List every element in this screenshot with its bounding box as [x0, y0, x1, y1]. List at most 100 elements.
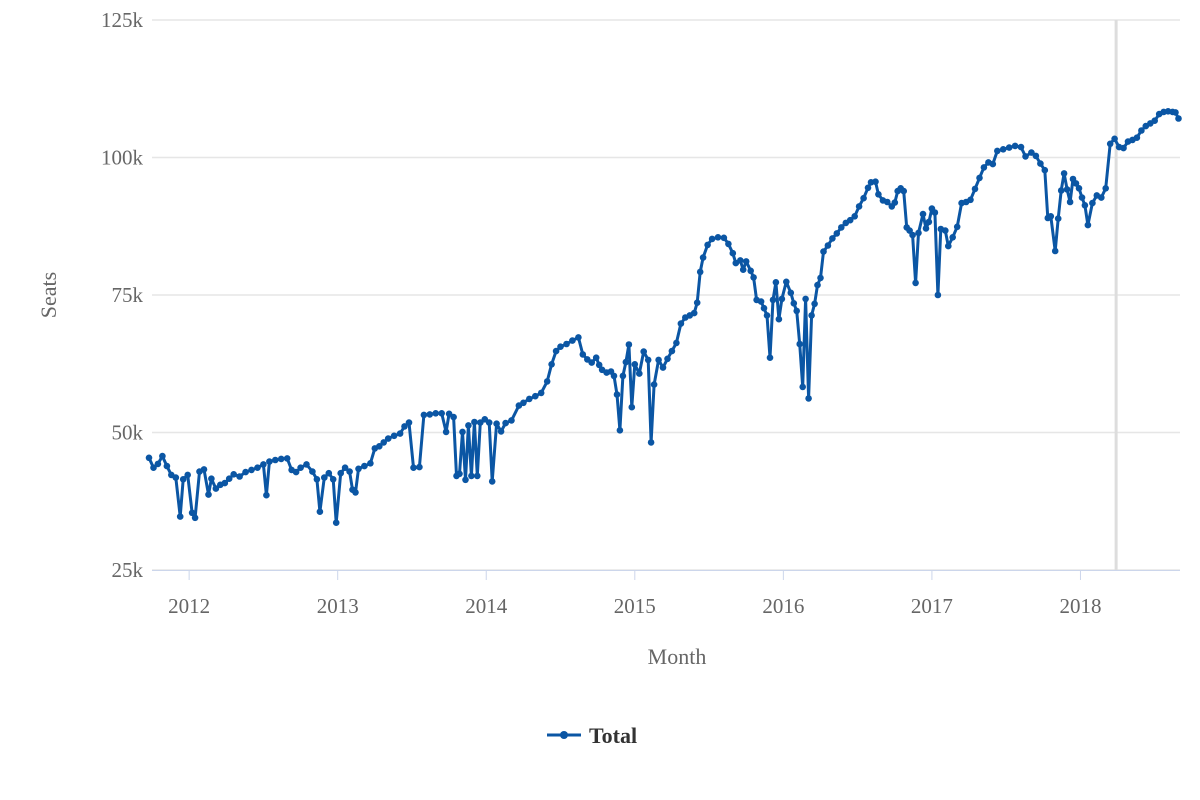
data-point[interactable]: [543, 378, 551, 385]
data-point[interactable]: [352, 489, 359, 496]
data-point[interactable]: [912, 279, 919, 287]
data-point[interactable]: [1120, 144, 1127, 152]
data-point[interactable]: [1017, 143, 1025, 151]
data-point[interactable]: [999, 146, 1007, 153]
data-point[interactable]: [619, 372, 627, 380]
data-point[interactable]: [851, 213, 858, 220]
data-point[interactable]: [376, 443, 383, 450]
data-point[interactable]: [1078, 194, 1086, 201]
data-point[interactable]: [737, 257, 744, 264]
data-point[interactable]: [1138, 127, 1145, 134]
data-point[interactable]: [790, 300, 798, 307]
data-point[interactable]: [802, 295, 809, 303]
data-point[interactable]: [367, 460, 374, 467]
data-point[interactable]: [384, 435, 392, 442]
data-point[interactable]: [283, 455, 291, 462]
data-point[interactable]: [552, 347, 560, 355]
data-point[interactable]: [915, 229, 922, 237]
data-point[interactable]: [416, 463, 423, 471]
data-point[interactable]: [159, 452, 166, 460]
data-point[interactable]: [799, 383, 806, 391]
data-point[interactable]: [778, 295, 786, 303]
data-point[interactable]: [673, 339, 680, 347]
data-point[interactable]: [474, 472, 481, 480]
data-point[interactable]: [248, 466, 255, 474]
data-point[interactable]: [1072, 180, 1080, 187]
data-point[interactable]: [1054, 215, 1062, 222]
data-point[interactable]: [725, 240, 732, 248]
data-point[interactable]: [631, 361, 639, 368]
data-point[interactable]: [341, 464, 349, 472]
data-point[interactable]: [772, 279, 780, 286]
data-point[interactable]: [1011, 142, 1019, 150]
data-point[interactable]: [900, 187, 907, 195]
data-point[interactable]: [953, 223, 961, 231]
data-point[interactable]: [488, 478, 496, 485]
data-point[interactable]: [471, 418, 478, 426]
data-point[interactable]: [699, 254, 707, 261]
data-point[interactable]: [179, 476, 187, 483]
data-point[interactable]: [820, 248, 827, 255]
data-point[interactable]: [628, 403, 636, 411]
data-point[interactable]: [1111, 135, 1118, 143]
data-point[interactable]: [277, 455, 285, 463]
data-point[interactable]: [838, 224, 845, 231]
data-point[interactable]: [945, 242, 952, 250]
data-point[interactable]: [659, 364, 667, 371]
data-point[interactable]: [1084, 221, 1092, 229]
data-point[interactable]: [221, 479, 229, 487]
data-point[interactable]: [260, 461, 267, 468]
data-point[interactable]: [729, 249, 737, 257]
data-point[interactable]: [650, 381, 658, 388]
data-point[interactable]: [303, 461, 310, 468]
data-point[interactable]: [613, 391, 621, 398]
data-point[interactable]: [401, 423, 408, 430]
data-point[interactable]: [236, 473, 243, 480]
data-point[interactable]: [664, 355, 671, 363]
data-point[interactable]: [230, 471, 237, 478]
data-point[interactable]: [200, 466, 208, 473]
data-point[interactable]: [644, 356, 652, 364]
data-point[interactable]: [154, 460, 162, 468]
data-point[interactable]: [704, 241, 711, 249]
data-point[interactable]: [485, 419, 493, 426]
data-point[interactable]: [872, 178, 879, 185]
data-point[interactable]: [1047, 213, 1055, 220]
data-point[interactable]: [205, 491, 212, 498]
data-point[interactable]: [390, 432, 398, 440]
data-point[interactable]: [640, 348, 647, 355]
data-point[interactable]: [266, 458, 273, 465]
data-point[interactable]: [361, 462, 368, 470]
data-point[interactable]: [668, 347, 676, 355]
data-point[interactable]: [410, 464, 417, 472]
data-point[interactable]: [212, 485, 220, 492]
data-point[interactable]: [502, 419, 509, 427]
data-point[interactable]: [1066, 198, 1074, 206]
data-point[interactable]: [942, 227, 949, 234]
data-point[interactable]: [1133, 134, 1141, 141]
data-point[interactable]: [1051, 247, 1059, 255]
data-point[interactable]: [225, 475, 233, 483]
data-point[interactable]: [739, 266, 747, 274]
data-point[interactable]: [1041, 166, 1049, 174]
data-point[interactable]: [833, 230, 841, 237]
data-point[interactable]: [346, 468, 353, 475]
data-point[interactable]: [760, 304, 768, 312]
data-point[interactable]: [1151, 117, 1158, 124]
data-point[interactable]: [875, 191, 882, 198]
data-point[interactable]: [188, 509, 196, 517]
data-point[interactable]: [808, 312, 815, 319]
data-point[interactable]: [766, 354, 774, 362]
data-point[interactable]: [432, 410, 440, 417]
data-point[interactable]: [337, 469, 345, 477]
data-point[interactable]: [690, 309, 698, 317]
data-point[interactable]: [548, 361, 555, 368]
data-point[interactable]: [909, 231, 916, 239]
data-point[interactable]: [325, 469, 333, 477]
data-point[interactable]: [497, 428, 505, 435]
data-point[interactable]: [145, 454, 153, 462]
data-point[interactable]: [272, 456, 279, 464]
data-point[interactable]: [595, 361, 603, 369]
data-point[interactable]: [616, 427, 624, 434]
data-point[interactable]: [693, 299, 701, 307]
